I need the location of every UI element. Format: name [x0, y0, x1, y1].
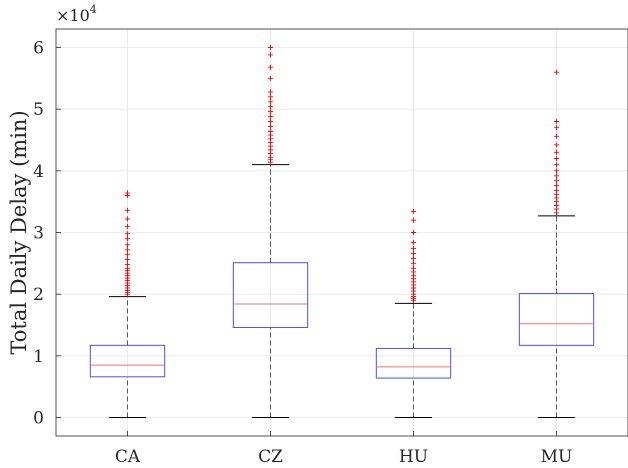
y-tick-label: 0	[33, 409, 44, 429]
outlier-point	[267, 52, 274, 58]
box-series	[89, 44, 595, 418]
y-tick-label: 3	[33, 224, 44, 244]
outlier-point	[410, 217, 417, 223]
outlier-point	[410, 208, 417, 215]
x-tick-label: HU	[399, 447, 428, 467]
y-tick-label: 6	[33, 39, 44, 59]
box-mu	[518, 69, 595, 418]
outlier-point	[410, 229, 417, 236]
y-tick-label: 4	[33, 162, 44, 182]
outlier-point	[124, 216, 131, 222]
outlier-point	[553, 173, 560, 179]
exponent-base: ×10	[56, 6, 90, 25]
box-iqr	[518, 293, 595, 346]
x-tick-label: CA	[115, 447, 141, 467]
outlier-point	[124, 252, 131, 258]
outlier-point	[553, 149, 560, 155]
y-axis-label: Total Daily Delay (min)	[7, 110, 31, 354]
outlier-point	[267, 118, 274, 125]
outlier-point	[410, 245, 417, 252]
y-axis-ticks: 0 1 2 3 4 5 6	[33, 39, 61, 429]
box-cz	[232, 44, 309, 418]
outlier-point	[410, 239, 417, 245]
outlier-point	[124, 223, 131, 229]
outlier-point	[267, 123, 274, 130]
x-tick-label: CZ	[258, 447, 283, 467]
outlier-point	[267, 109, 274, 115]
outlier-point	[553, 125, 560, 131]
outlier-point	[553, 142, 560, 148]
outlier-point	[267, 128, 274, 134]
outlier-point	[124, 190, 131, 196]
outlier-point	[124, 207, 131, 213]
outlier-point	[267, 64, 274, 70]
box-hu	[375, 208, 452, 418]
x-axis-ticks: CA CZ HU MU	[115, 431, 573, 467]
exponent-power: 4	[90, 3, 97, 16]
outlier-point	[553, 187, 560, 194]
outlier-point	[267, 75, 274, 81]
outlier-point	[410, 265, 417, 271]
box-iqr	[232, 262, 309, 328]
outlier-point	[124, 236, 131, 242]
box-iqr	[89, 344, 166, 378]
outlier-point	[124, 257, 131, 263]
outlier-point	[267, 89, 274, 95]
outlier-point	[267, 44, 274, 51]
outlier-point	[267, 104, 274, 110]
outlier-point	[410, 250, 417, 257]
y-tick-label: 5	[33, 100, 44, 120]
y-tick-label: 2	[33, 285, 44, 305]
box-iqr	[375, 347, 452, 379]
outlier-point	[124, 261, 131, 268]
box-ca	[89, 190, 166, 418]
outlier-point	[410, 260, 417, 266]
outlier-point	[553, 118, 560, 125]
outlier-point	[553, 183, 560, 189]
outlier-point	[553, 69, 560, 75]
grid-lines	[56, 29, 628, 436]
y-tick-label: 1	[33, 347, 44, 367]
outlier-point	[553, 155, 560, 162]
outlier-point	[267, 94, 274, 100]
outlier-point	[553, 133, 560, 139]
outlier-point	[124, 242, 131, 248]
outlier-point	[410, 255, 417, 261]
outlier-point	[267, 99, 274, 105]
outlier-point	[553, 178, 560, 184]
outlier-point	[553, 162, 560, 168]
outlier-point	[124, 247, 131, 253]
x-tick-label: MU	[541, 447, 573, 467]
outlier-point	[267, 113, 274, 120]
outlier-point	[553, 168, 560, 174]
outlier-point	[124, 231, 131, 237]
y-axis-exponent-label: ×104	[56, 3, 97, 25]
